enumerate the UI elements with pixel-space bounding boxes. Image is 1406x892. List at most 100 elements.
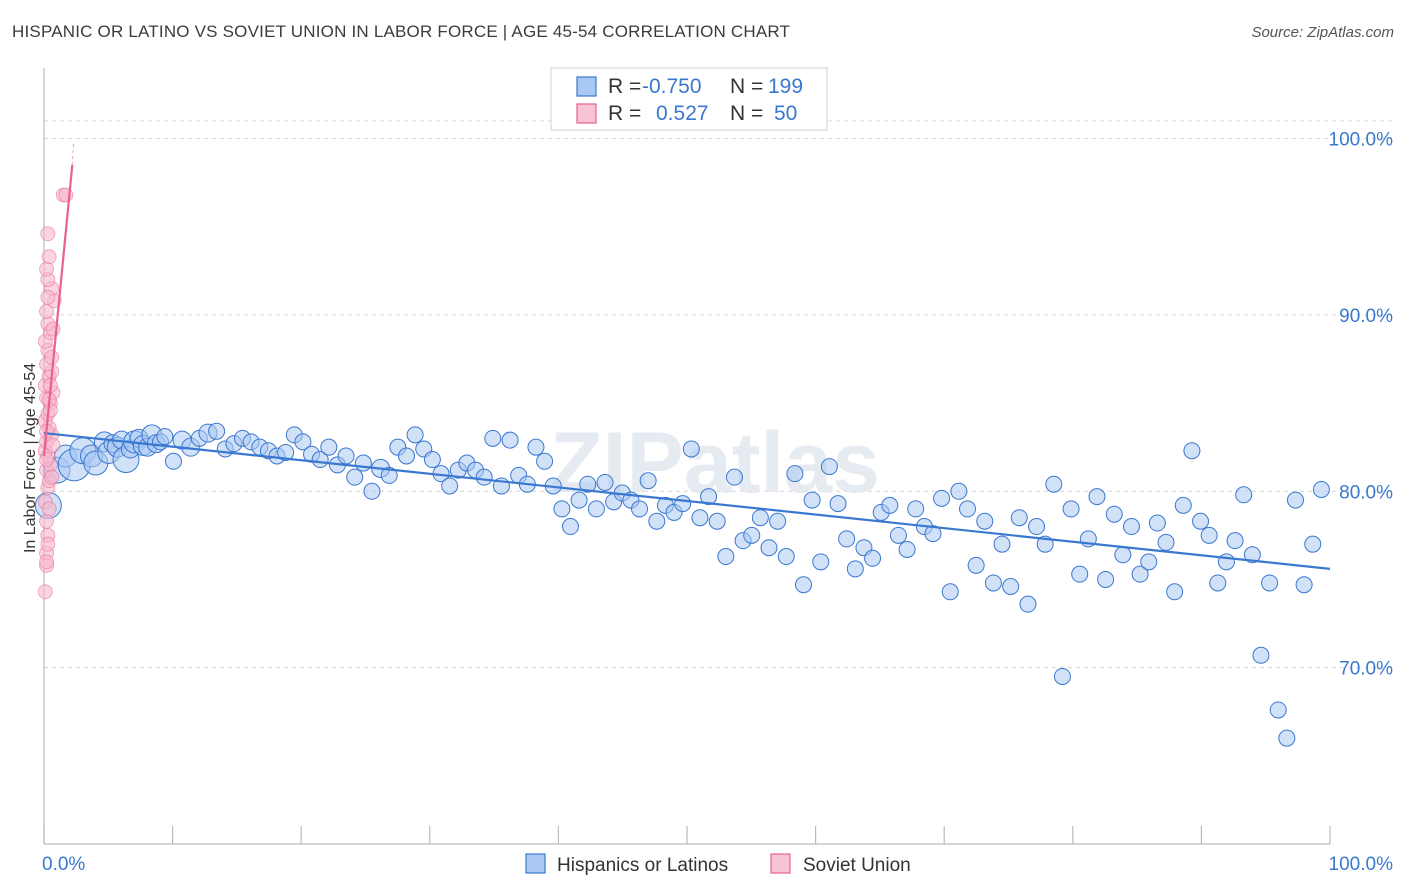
hispanic-point [674, 495, 692, 513]
hispanic-point [294, 433, 312, 451]
hispanic-point [708, 512, 726, 530]
soviet-point [40, 226, 56, 242]
hispanic-point [1010, 509, 1028, 527]
legend-r-label: R = [608, 75, 641, 98]
soviet-point [40, 536, 56, 552]
soviet-trend-line [42, 164, 74, 457]
hispanic-point [1088, 488, 1106, 506]
hispanic-point [1122, 518, 1140, 536]
soviet-points [37, 187, 74, 600]
hispanic-point [1261, 574, 1279, 592]
x-tick-labels: 0.0% 100.0% [42, 854, 1393, 875]
hispanic-point [1114, 546, 1132, 564]
hispanic-point [208, 422, 226, 440]
trend-lines [42, 142, 1331, 570]
hispanic-point [631, 500, 649, 518]
hispanic-point [579, 475, 597, 493]
series-legend: Hispanics or Latinos Soviet Union [525, 853, 911, 876]
hispanic-point [423, 451, 441, 469]
hispanic-point [881, 496, 899, 514]
hispanic-point [1157, 533, 1175, 551]
chart-source: Source: ZipAtlas.com [1251, 24, 1394, 41]
hispanic-point [1235, 486, 1253, 504]
soviet-point [45, 438, 61, 453]
soviet-point [39, 513, 54, 529]
hispanic-point [1045, 475, 1063, 493]
hispanic-point [1278, 729, 1296, 747]
hispanic-point [786, 465, 804, 483]
hispanic-point [648, 512, 666, 530]
hispanic-point [277, 443, 295, 461]
hispanic-point [769, 512, 787, 530]
hispanic-point [441, 477, 459, 495]
legend-n-value: 50 [774, 102, 797, 125]
hispanic-point [751, 509, 769, 527]
hispanic-point [596, 473, 614, 491]
hispanic-point [1269, 701, 1287, 719]
hispanic-point [1226, 532, 1244, 550]
hispanic-point [760, 539, 778, 557]
hispanic-point [959, 500, 977, 518]
hispanic-point [1105, 505, 1123, 523]
gridlines [44, 120, 1392, 669]
hispanic-point [587, 500, 605, 518]
hispanic-point [1295, 576, 1313, 594]
hispanic-point [561, 518, 579, 536]
legend-n-value: 199 [768, 75, 803, 98]
hispanic-point [889, 526, 907, 544]
hispanic-point [527, 438, 545, 456]
hispanic-point [1166, 583, 1184, 601]
hispanic-point [933, 489, 951, 507]
hispanic-point [1304, 535, 1322, 553]
hispanic-point [924, 525, 942, 543]
hispanic-points [34, 422, 1330, 747]
legend-n-label: N = [730, 75, 763, 98]
hispanic-point [553, 500, 571, 518]
legend-hispanic-swatch [525, 853, 546, 874]
y-tick-labels: 70.0% 80.0% 90.0% 100.0% [1329, 130, 1394, 680]
hispanic-point [803, 491, 821, 509]
hispanic-point [1062, 500, 1080, 518]
y-tick-label: 100.0% [1329, 130, 1394, 151]
hispanic-point [475, 468, 493, 486]
hispanic-point [700, 488, 718, 506]
hispanic-point [156, 428, 174, 446]
legend-swatch-blue [576, 76, 597, 97]
hispanic-point [898, 540, 916, 558]
hispanic-point [570, 491, 588, 509]
hispanic-point [337, 447, 355, 465]
y-tick-label: 90.0% [1339, 306, 1393, 327]
hispanic-point [941, 583, 959, 601]
y-axis-label: In Labor Force | Age 45-54 [22, 363, 39, 553]
hispanic-point [691, 509, 709, 527]
hispanic-point [1312, 481, 1330, 499]
soviet-point [44, 469, 60, 485]
hispanic-point [501, 431, 519, 449]
hispanic-trend-line [43, 431, 1331, 570]
soviet-point [44, 349, 60, 365]
legend-r-label: R = [608, 102, 641, 125]
hispanic-point [1131, 565, 1149, 583]
x-tick-label: 0.0% [42, 854, 85, 875]
hispanic-point [743, 526, 761, 544]
hispanic-point [907, 500, 925, 518]
legend-soviet-label: Soviet Union [803, 855, 911, 876]
hispanic-point [829, 495, 847, 513]
hispanic-point [1200, 526, 1218, 544]
hispanic-point [354, 454, 372, 472]
hispanic-point [1183, 442, 1201, 460]
soviet-point [39, 452, 54, 467]
hispanic-point [682, 440, 700, 458]
hispanic-point [838, 530, 856, 548]
hispanic-point [993, 535, 1011, 553]
chart-title: HISPANIC OR LATINO VS SOVIET UNION IN LA… [12, 22, 791, 41]
soviet-point [41, 249, 57, 265]
hispanic-point [639, 472, 657, 490]
hispanic-point [406, 426, 424, 444]
hispanic-point [1019, 595, 1037, 613]
hispanic-point [484, 429, 502, 447]
hispanic-point [950, 482, 968, 500]
hispanic-point [1209, 574, 1227, 592]
legend-r-value: -0.750 [642, 75, 702, 98]
